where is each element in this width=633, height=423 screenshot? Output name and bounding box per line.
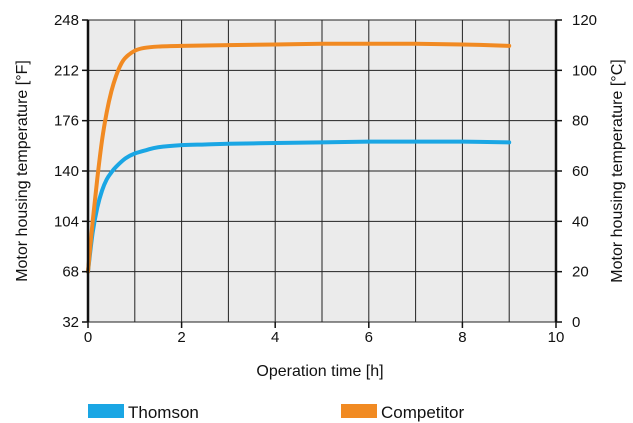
y-tick-label-right: 100 <box>572 62 597 79</box>
y-tick-label-right: 120 <box>572 12 597 29</box>
legend-swatch-thomson <box>88 404 124 418</box>
x-tick-label: 8 <box>458 329 466 346</box>
y-tick-label-right: 80 <box>572 113 589 130</box>
y-tick-label-left: 32 <box>62 314 79 331</box>
x-axis-label: Operation time [h] <box>256 363 383 380</box>
y-tick-label-right: 0 <box>572 314 580 331</box>
tick-labels: 0 2 4 6 8 10326810414017621224802040608010012… <box>54 12 597 346</box>
series-line-competitor <box>86 41 512 274</box>
y-tick-label-left: 68 <box>62 264 79 281</box>
x-tick-label: 4 <box>271 329 279 346</box>
series-lines <box>86 41 512 274</box>
legend-label-competitor: Competitor <box>381 403 464 422</box>
y-tick-label-left: 248 <box>54 12 79 29</box>
y-tick-label-right: 20 <box>572 264 589 281</box>
series-line-thomson <box>86 139 512 274</box>
x-tick-label: 0 <box>84 329 92 346</box>
x-tick-label: 6 <box>365 329 373 346</box>
y-axis-label-right: Motor housing temperature [°C] <box>609 59 626 282</box>
legend-label-thomson: Thomson <box>128 403 199 422</box>
y-tick-label-left: 104 <box>54 213 79 230</box>
y-tick-label-right: 40 <box>572 213 589 230</box>
legend-swatch-competitor <box>341 404 377 418</box>
x-tick-label: 2 <box>177 329 185 346</box>
grid <box>88 20 556 322</box>
y-tick-label-right: 60 <box>572 163 589 180</box>
y-axis-label-left: Motor housing temperature [°F] <box>14 60 31 282</box>
y-tick-label-left: 176 <box>54 113 79 130</box>
legend: Thomson Competitor <box>88 403 464 422</box>
y-tick-label-left: 212 <box>54 62 79 79</box>
y-tick-label-left: 140 <box>54 163 79 180</box>
x-tick-label: 10 <box>548 329 565 346</box>
